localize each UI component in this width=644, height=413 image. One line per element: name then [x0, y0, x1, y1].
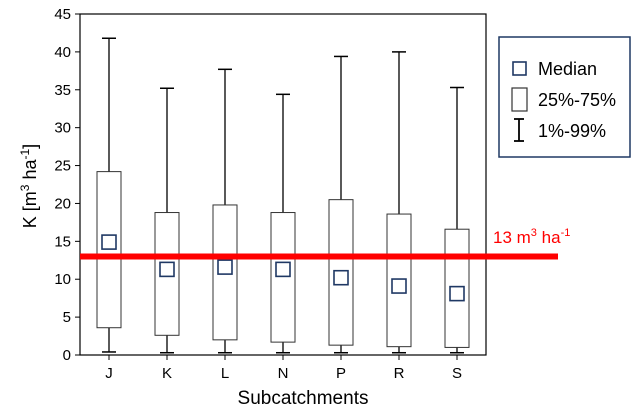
box-l: [212, 68, 238, 354]
legend: Median 25%-75% 1%-99%: [498, 36, 631, 158]
y-tick-label: 30: [54, 120, 71, 137]
legend-median-label: Median: [538, 59, 597, 79]
legend-box-symbol: [511, 87, 528, 112]
x-tick-label: N: [278, 365, 289, 382]
median-marker: [391, 278, 407, 294]
y-tick-label: 0: [63, 347, 71, 364]
legend-box-label: 25%-75%: [538, 90, 616, 110]
median-marker: [449, 285, 465, 302]
box-s: [444, 86, 470, 354]
box-r: [386, 51, 412, 354]
x-tick-label: J: [105, 365, 113, 382]
median-marker: [275, 261, 291, 278]
y-tick-label: 20: [54, 195, 71, 212]
box-k: [154, 87, 180, 354]
reference-line-label: 13 m3 ha-1: [493, 227, 570, 247]
boxes-group: [96, 37, 470, 354]
median-marker: [217, 259, 233, 275]
x-axis-label: Subcatchments: [238, 388, 369, 409]
median-marker: [159, 261, 175, 278]
y-tick-label: 45: [54, 6, 71, 23]
legend-whisker-symbol: [514, 118, 524, 142]
x-tick-label: L: [221, 365, 229, 382]
y-axis-label: K [m3 ha-1]: [18, 144, 40, 228]
legend-median-symbol: [512, 61, 527, 76]
legend-whisker-label: 1%-99%: [538, 121, 606, 141]
median-marker: [333, 269, 349, 286]
y-axis-ticks: 0 5 10 15 20 25 30 35 40 45: [54, 6, 80, 364]
box-p: [328, 55, 354, 354]
box-j: [96, 37, 122, 353]
median-marker: [101, 234, 117, 250]
x-tick-label: P: [336, 365, 346, 382]
y-tick-label: 10: [54, 271, 71, 288]
x-tick-label: S: [452, 365, 462, 382]
y-tick-label: 5: [63, 309, 71, 326]
y-tick-label: 15: [54, 233, 71, 250]
y-tick-label: 25: [54, 158, 71, 175]
box-n: [270, 93, 296, 354]
y-tick-label: 40: [54, 44, 71, 61]
x-tick-label: R: [394, 365, 405, 382]
x-tick-label: K: [162, 365, 172, 382]
y-tick-label: 35: [54, 82, 71, 99]
box-iqr: [270, 212, 296, 343]
